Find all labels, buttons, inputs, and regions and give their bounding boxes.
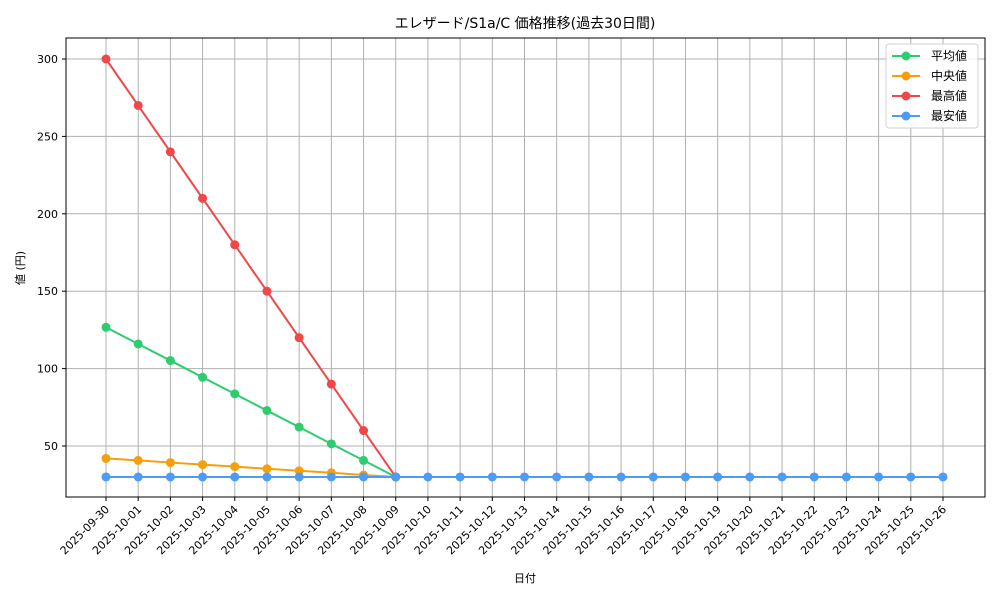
data-point	[198, 193, 208, 203]
data-point	[230, 472, 240, 482]
data-point	[777, 472, 787, 482]
data-point	[713, 472, 723, 482]
data-point	[294, 422, 304, 432]
legend-marker-icon	[901, 91, 911, 101]
data-point	[133, 472, 143, 482]
data-point	[841, 472, 851, 482]
legend-label: 最安値	[931, 108, 967, 123]
legend-box	[885, 43, 979, 129]
data-point	[326, 439, 336, 449]
data-point	[165, 147, 175, 157]
data-point	[294, 466, 304, 476]
data-point	[198, 372, 208, 382]
data-point	[359, 472, 369, 482]
y-tick-label: 50	[44, 440, 58, 453]
x-axis-label: 日付	[514, 572, 536, 585]
series-平均値	[101, 322, 943, 482]
data-point	[294, 472, 304, 482]
data-point	[133, 100, 143, 110]
data-point	[165, 458, 175, 468]
data-point	[648, 472, 658, 482]
data-point	[294, 333, 304, 343]
y-axis-label: 値 (円)	[14, 251, 27, 285]
data-point	[809, 472, 819, 482]
y-axis: 50 100 150 200 250 300	[37, 53, 66, 453]
data-point	[326, 379, 336, 389]
data-point	[326, 472, 336, 482]
data-point	[520, 472, 529, 482]
grid-lines	[66, 38, 985, 497]
legend-marker-icon	[901, 111, 911, 121]
data-point	[584, 472, 594, 482]
data-point	[165, 356, 175, 366]
series-最安値	[101, 472, 948, 482]
legend-marker-icon	[901, 71, 911, 81]
legend-marker-icon	[901, 51, 911, 61]
legend-label: 最高値	[931, 88, 967, 103]
data-point	[230, 462, 240, 472]
data-point	[616, 472, 626, 482]
data-point	[101, 472, 111, 482]
data-point	[230, 389, 240, 399]
series-lines	[101, 54, 948, 482]
x-axis: 2025-09-302025-10-012025-10-022025-10-03…	[58, 497, 949, 557]
data-point	[874, 472, 884, 482]
series-最高値	[101, 54, 943, 482]
data-point	[262, 472, 272, 482]
data-point	[262, 286, 272, 296]
data-point	[101, 322, 111, 332]
data-point	[230, 240, 240, 250]
data-point	[262, 464, 272, 474]
data-point	[938, 472, 948, 482]
data-point	[165, 472, 175, 482]
y-tick-label: 250	[37, 130, 58, 143]
data-point	[906, 472, 916, 482]
data-point	[198, 472, 208, 482]
y-tick-label: 150	[37, 285, 58, 298]
data-point	[423, 472, 433, 482]
legend-label: 中央値	[931, 68, 967, 83]
data-point	[101, 54, 111, 64]
data-point	[359, 426, 369, 436]
data-point	[391, 472, 401, 482]
data-point	[359, 455, 369, 465]
data-point	[487, 472, 497, 482]
y-tick-label: 100	[37, 363, 58, 376]
plot-area-frame	[65, 37, 986, 498]
data-point	[680, 472, 690, 482]
chart-title: エレザード/S1a/C 価格推移(過去30日間)	[395, 16, 656, 32]
data-point	[198, 460, 208, 470]
data-point	[552, 472, 562, 482]
data-point	[262, 406, 272, 416]
legend-label: 平均値	[931, 48, 967, 63]
y-tick-label: 300	[37, 53, 58, 66]
data-point	[455, 472, 465, 482]
data-point	[101, 453, 111, 463]
data-point	[133, 339, 143, 349]
data-point	[745, 472, 755, 482]
y-tick-label: 200	[37, 208, 58, 221]
data-point	[133, 455, 143, 465]
